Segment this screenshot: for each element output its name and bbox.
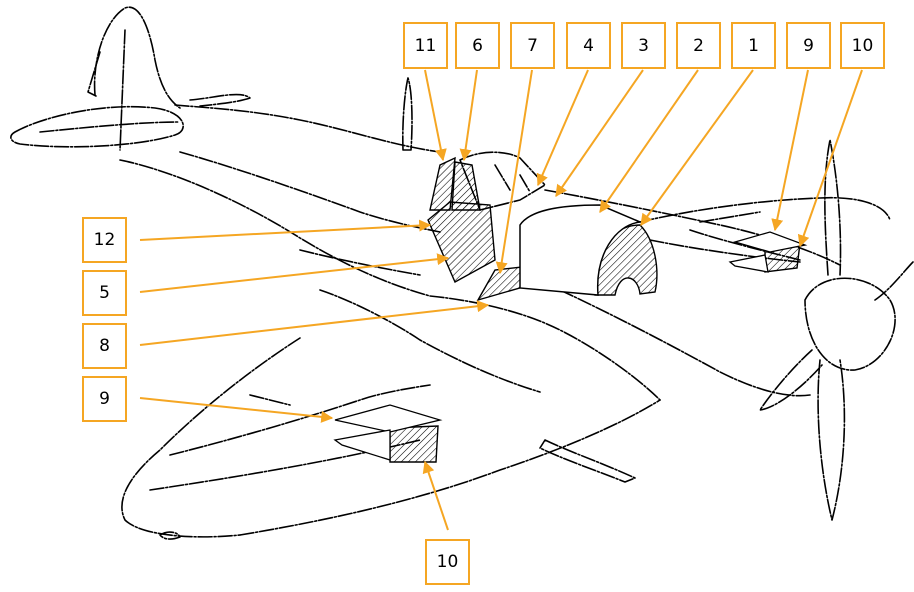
armour-seat-back [427,201,496,283]
callout-label: 4 [566,22,611,69]
tailplane [10,105,184,148]
fuselage-mid [189,93,251,107]
callout-label: 8 [82,323,127,369]
callout-label: 2 [676,22,721,69]
prop-blade-lower [817,359,846,521]
aerial-mast [402,77,413,151]
port-wing-trail [121,337,301,538]
callout-label: 7 [510,22,555,69]
leader-4 [536,69,589,187]
canopy-frame-2 [519,174,531,193]
callout-label: 6 [455,22,500,69]
callout-label: 9 [786,22,831,69]
callout-label: 1 [731,22,776,69]
fuselage-spine [179,151,441,233]
callout-label: 10 [840,22,885,69]
armour-port-ammo [389,425,439,463]
port-ammo-lid [334,404,443,433]
wingtip-light [159,531,181,540]
cannon [539,439,636,483]
leader-9-top [771,69,809,232]
leader-3 [555,69,644,197]
leader-6 [459,69,478,162]
leader-1 [640,69,754,226]
callout-label: 10 [425,539,470,585]
prop-blade-left [759,349,823,411]
rudder-hinge [87,51,101,97]
callout-label: 3 [621,22,666,69]
prop-blade-top [824,139,842,276]
port-ammo-base [333,429,391,461]
callout-label: 9 [82,376,127,422]
fuel-tank-block [519,204,643,296]
port-wing-lead [429,295,661,401]
spinner [804,277,896,371]
rudder-line [119,29,126,151]
fuselage-side [299,249,421,276]
starboard-wing-lead [639,196,891,223]
callout-label: 5 [82,270,127,316]
leader-11 [424,69,447,162]
fuselage-belly [119,159,431,297]
leader-12 [139,219,432,241]
leader-5 [139,253,450,293]
callout-label: 11 [403,22,448,69]
leader-7 [495,69,533,275]
port-wing-tip [239,399,661,536]
fuselage-top [174,104,441,153]
leader-9-left [139,397,334,423]
prop-blade-right [874,261,914,301]
starboard-wing-flap [699,211,761,223]
leader-2 [599,69,699,213]
leader-8 [139,300,490,346]
callout-label: 12 [82,217,127,263]
cowling-bottom [559,289,811,397]
cowling-top [544,189,841,266]
leader-10-top [797,69,863,248]
starboard-ammo-base [728,254,769,273]
port-wing-root [319,289,541,393]
leader-10-bottom [422,460,449,531]
tailplane-elevator [39,121,179,133]
canopy-frame-1 [494,164,511,191]
tail-fin [93,6,181,109]
port-wing-panel [249,394,291,406]
port-wing-flap [169,384,431,456]
